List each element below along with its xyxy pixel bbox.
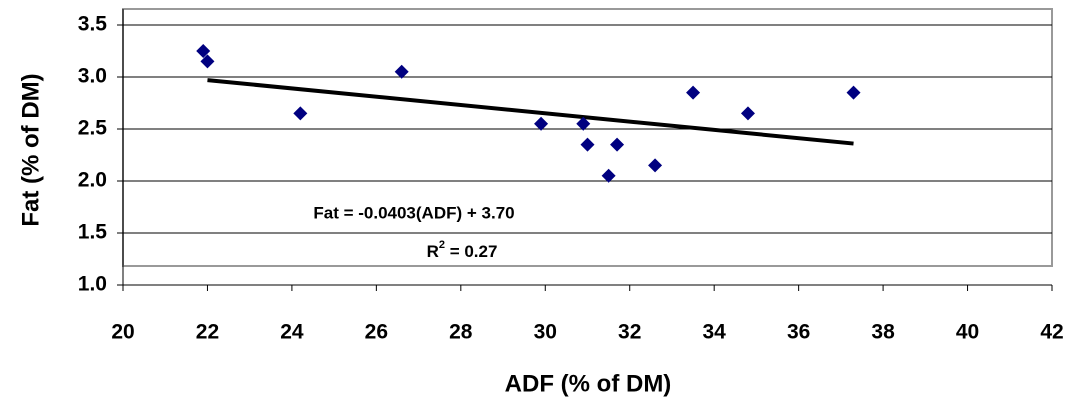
y-tick-label: 1.5 (78, 221, 108, 244)
y-axis-title: Fat (% of DM) (17, 73, 44, 226)
point (610, 137, 625, 152)
point (394, 64, 409, 79)
x-tick-label: 30 (534, 321, 557, 344)
x-tick-label: 22 (196, 321, 219, 344)
x-tick-label: 32 (618, 321, 641, 344)
x-tick-label: 38 (871, 321, 895, 344)
plot-frame (122, 8, 1053, 267)
point (534, 116, 549, 131)
x-tick-label: 34 (703, 321, 727, 344)
x-tick-label: 42 (1040, 321, 1063, 344)
y-tick-label: 2.0 (78, 169, 107, 192)
point (740, 106, 755, 121)
x-axis-title: ADF (% of DM) (505, 370, 672, 397)
y-tick-label: 3.5 (78, 13, 108, 36)
point (686, 85, 701, 100)
point (200, 54, 215, 69)
x-tick-label: 26 (365, 321, 388, 344)
x-tick-label: 28 (449, 321, 473, 344)
point (293, 106, 308, 121)
point (580, 137, 595, 152)
x-tick-label: 40 (956, 321, 979, 344)
r-squared-r: R (427, 242, 439, 261)
point (846, 85, 861, 100)
point (196, 44, 211, 58)
x-tick-label: 20 (111, 321, 134, 344)
equation: Fat = -0.0403(ADF) + 3.70 (313, 203, 514, 222)
trendline (207, 78, 854, 146)
y-tick-label: 2.5 (78, 117, 108, 140)
x-tick-label: 36 (787, 321, 810, 344)
x-tick-label: 24 (280, 321, 304, 344)
y-tick-label: 3.0 (78, 65, 107, 88)
y-tick-label: 1.0 (78, 273, 107, 296)
point (576, 116, 591, 131)
r-squared-value: = 0.27 (445, 242, 497, 261)
point (648, 158, 663, 173)
point (601, 168, 616, 183)
r-squared-sup: 2 (439, 239, 445, 251)
r-squared: R2 = 0.27 (427, 239, 498, 262)
